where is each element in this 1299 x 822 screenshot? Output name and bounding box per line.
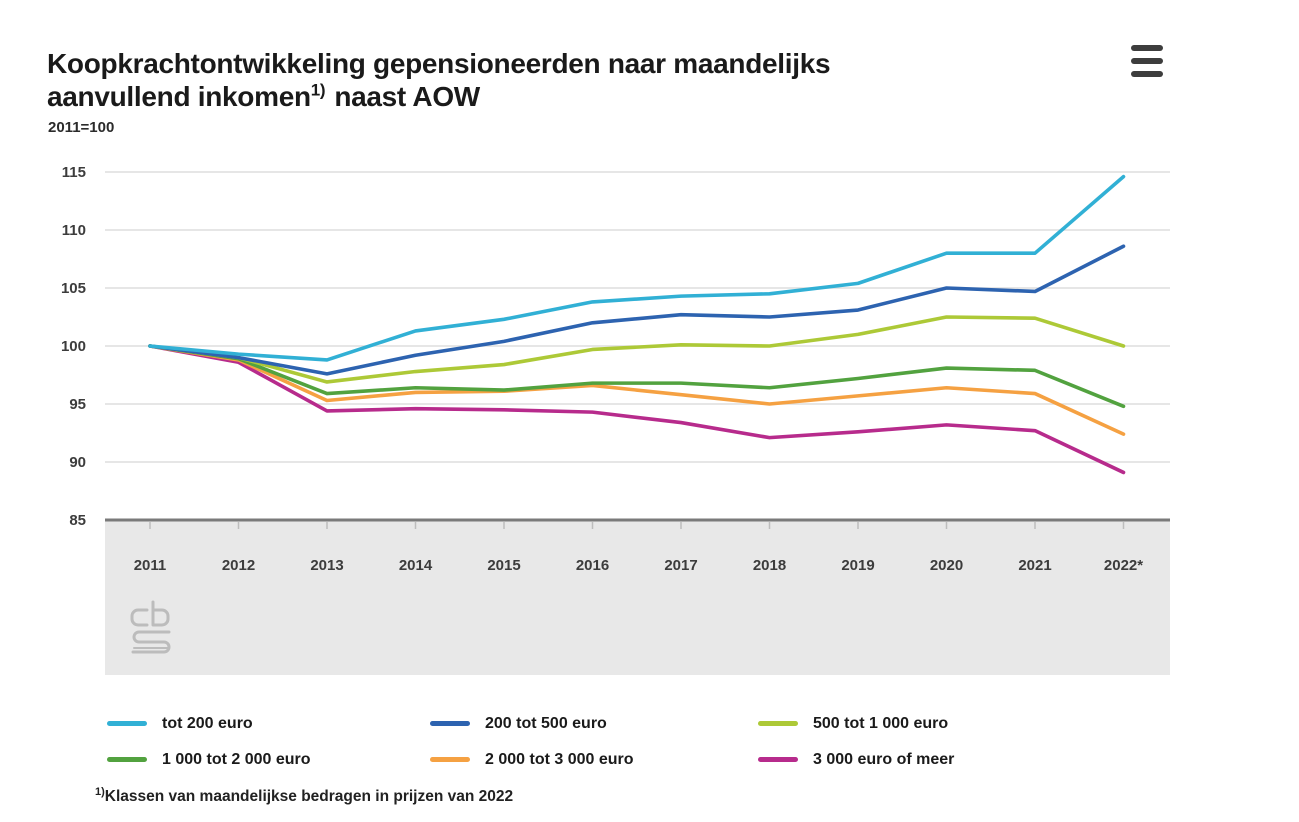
- x-tick-label: 2014: [399, 557, 433, 574]
- legend-label: 500 tot 1 000 euro: [813, 714, 949, 732]
- legend-line-swatch-icon: [758, 721, 798, 726]
- footnote: 1)Klassen van maandelijkse bedragen in p…: [95, 786, 513, 806]
- legend-line-swatch-icon: [107, 757, 147, 762]
- legend-label: tot 200 euro: [162, 714, 253, 732]
- series-line-3-000-euro-of-meer[interactable]: [148, 344, 1126, 475]
- x-tick-label: 2013: [310, 557, 343, 574]
- legend-item-2000-tot-3000-euro[interactable]: 2 000 tot 3 000 euro: [430, 746, 758, 773]
- x-tick-label: 2017: [664, 557, 697, 574]
- y-axis-unit-label: 2011=100: [48, 119, 115, 136]
- hamburger-bar: [1131, 58, 1163, 64]
- x-tick-label: 2019: [841, 557, 874, 574]
- legend-item-3000-euro-of-meer[interactable]: 3 000 euro of meer: [758, 746, 954, 773]
- y-tick-label: 85: [69, 512, 86, 529]
- hamburger-bar: [1131, 45, 1163, 51]
- x-tick-label: 2018: [753, 557, 786, 574]
- legend-label: 200 tot 500 euro: [485, 714, 607, 732]
- footnote-marker: 1): [95, 786, 105, 798]
- series-line-1-000-tot-2-000-euro[interactable]: [148, 344, 1126, 409]
- series-line-200-tot-500-euro[interactable]: [148, 244, 1126, 376]
- legend-line-swatch-icon: [430, 721, 470, 726]
- legend-item-500-tot-1000-euro[interactable]: 500 tot 1 000 euro: [758, 710, 954, 737]
- hamburger-menu-icon[interactable]: [1131, 45, 1165, 77]
- legend-label: 2 000 tot 3 000 euro: [485, 750, 634, 768]
- hamburger-bar: [1131, 71, 1163, 77]
- title-line1: Koopkrachtontwikkeling gepensioneerden n…: [47, 47, 831, 79]
- page-title: Koopkrachtontwikkeling gepensioneerden n…: [47, 47, 1067, 113]
- legend-line-swatch-icon: [430, 757, 470, 762]
- series-line-500-tot-1-000-euro[interactable]: [148, 315, 1126, 384]
- y-tick-label: 115: [62, 164, 86, 181]
- legend-item-200-tot-500-euro[interactable]: 200 tot 500 euro: [430, 710, 758, 737]
- x-tick-label: 2021: [1018, 557, 1051, 574]
- x-tick-label: 2012: [222, 557, 255, 574]
- footnote-text: Klassen van maandelijkse bedragen in pri…: [104, 788, 514, 806]
- series-line-2-000-tot-3-000-euro[interactable]: [148, 344, 1126, 436]
- legend-label: 3 000 euro of meer: [813, 750, 955, 768]
- legend-item-tot-200-euro[interactable]: tot 200 euro: [107, 710, 430, 737]
- y-tick-label: 95: [69, 396, 86, 413]
- legend-line-swatch-icon: [758, 757, 798, 762]
- line-chart-canvas: 85 90 95 100 105 110 115 2011 2012 2013 2014 2015 20…: [61, 164, 1170, 675]
- cbs-logo-icon: [130, 600, 171, 654]
- legend-label: 1 000 tot 2 000 euro: [162, 750, 311, 768]
- x-tick-label: 2022*: [1104, 557, 1143, 574]
- x-tick-label: 2016: [576, 557, 609, 574]
- series-line-tot-200-euro[interactable]: [148, 174, 1126, 362]
- legend-line-swatch-icon: [107, 721, 147, 726]
- y-tick-label: 105: [61, 280, 86, 297]
- x-tick-label: 2011: [134, 557, 167, 574]
- chart-legend: tot 200 euro 200 tot 500 euro 500 tot 1 …: [107, 710, 954, 773]
- y-tick-label: 110: [62, 222, 86, 239]
- legend-item-1000-tot-2000-euro[interactable]: 1 000 tot 2 000 euro: [107, 746, 430, 773]
- y-tick-label: 90: [69, 454, 86, 471]
- y-tick-label: 100: [61, 338, 86, 355]
- title-line2: aanvullend inkomen: [47, 80, 311, 112]
- x-tick-label: 2020: [930, 557, 963, 574]
- title-line2-post: naast AOW: [334, 80, 480, 112]
- title-footnote-marker: 1): [310, 80, 326, 100]
- x-axis-band: [105, 520, 1170, 675]
- x-tick-label: 2015: [487, 557, 520, 574]
